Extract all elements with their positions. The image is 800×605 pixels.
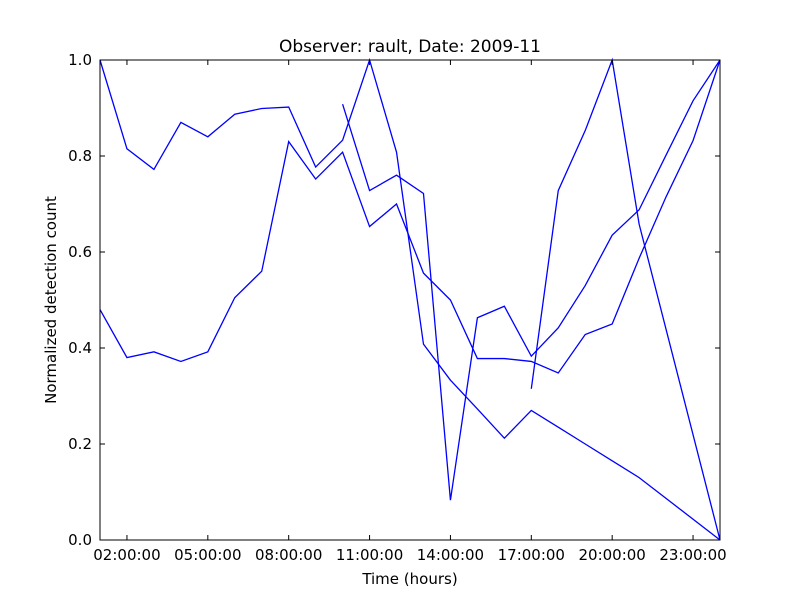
x-axis-label: Time (hours) xyxy=(361,570,457,588)
y-tick-label: 0.8 xyxy=(68,147,92,165)
y-axis-label: Normalized detection count xyxy=(42,196,60,404)
x-tick-label: 20:00:00 xyxy=(578,546,645,564)
x-axis: 02:00:00 05:00:00 08:00:00 11:00:00 14:00:00… xyxy=(93,60,727,564)
series-line-1 xyxy=(99,57,721,541)
x-tick-label: 11:00:00 xyxy=(336,546,403,564)
y-tick-label: 0.6 xyxy=(68,243,92,261)
x-tick-label: 02:00:00 xyxy=(93,546,160,564)
plot-frame xyxy=(99,59,721,541)
x-tick-label: 05:00:00 xyxy=(174,546,241,564)
chart-title: Observer: rault, Date: 2009-11 xyxy=(279,37,541,57)
series-line-3 xyxy=(341,59,721,501)
y-tick-label: 0.4 xyxy=(68,339,92,357)
y-tick-label: 0.0 xyxy=(68,531,92,549)
series-line-4 xyxy=(530,57,721,541)
series-line-2 xyxy=(99,59,721,374)
x-tick-label: 17:00:00 xyxy=(498,546,565,564)
y-axis: 0.0 0.2 0.4 0.6 0.8 1.0 xyxy=(68,51,720,549)
y-tick-label: 0.2 xyxy=(68,435,92,453)
x-tick-label: 08:00:00 xyxy=(255,546,322,564)
x-tick-label: 23:00:00 xyxy=(659,546,726,564)
y-tick-label: 1.0 xyxy=(68,51,92,69)
x-tick-label: 14:00:00 xyxy=(417,546,484,564)
series-layer xyxy=(99,57,721,541)
